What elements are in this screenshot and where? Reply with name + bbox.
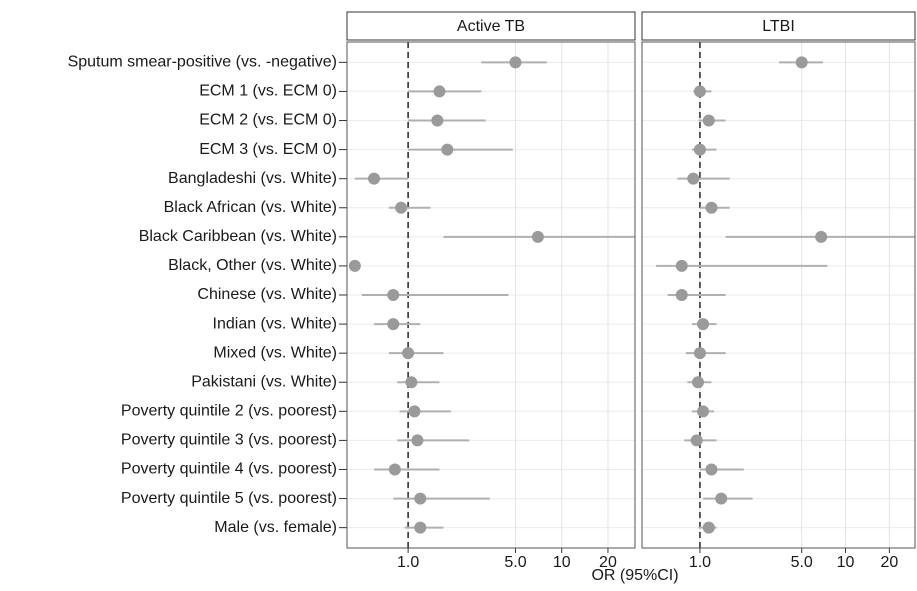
x-axis-label: OR (95%CI) — [591, 567, 678, 584]
x-tick-label: 1.0 — [689, 554, 711, 571]
point — [509, 56, 522, 69]
y-tick-label: Poverty quintile 2 (vs. poorest) — [121, 403, 337, 420]
point — [408, 405, 421, 418]
point — [702, 521, 715, 534]
y-tick-label: Black, Other (vs. White) — [168, 257, 337, 274]
y-tick-label: Mixed (vs. White) — [213, 344, 337, 361]
y-tick-label: Black African (vs. White) — [164, 199, 337, 216]
point — [693, 347, 706, 360]
point — [675, 259, 688, 272]
panel-title: Active TB — [457, 18, 525, 35]
y-tick-label: Poverty quintile 3 (vs. poorest) — [121, 432, 337, 449]
point — [405, 376, 418, 389]
point — [795, 56, 808, 69]
point — [702, 114, 715, 127]
point — [705, 201, 718, 214]
point — [705, 463, 718, 476]
y-tick-label: Poverty quintile 4 (vs. poorest) — [121, 461, 337, 478]
x-tick-label: 5.0 — [504, 554, 526, 571]
panel-border — [346, 41, 636, 549]
point — [411, 434, 424, 447]
x-tick-label: 20 — [599, 554, 617, 571]
point — [697, 405, 710, 418]
y-tick-label: ECM 3 (vs. ECM 0) — [199, 141, 337, 158]
point — [348, 259, 361, 272]
strip — [346, 11, 636, 41]
point — [693, 85, 706, 98]
point — [687, 172, 700, 185]
x-tick-label: 10 — [553, 554, 571, 571]
point — [402, 347, 415, 360]
point — [414, 492, 427, 505]
x-tick-label: 10 — [837, 554, 855, 571]
y-tick-label: Sputum smear-positive (vs. -negative) — [68, 54, 337, 71]
panel-title: LTBI — [762, 18, 795, 35]
point — [697, 318, 710, 331]
point — [387, 289, 400, 301]
point — [715, 492, 728, 505]
point — [388, 463, 401, 476]
strip — [641, 11, 916, 41]
x-tick-label: 5.0 — [791, 554, 813, 571]
point — [690, 434, 703, 447]
x-tick-label: 1.0 — [397, 554, 419, 571]
y-tick-label: Male (vs. female) — [214, 519, 337, 536]
point — [675, 289, 688, 301]
point — [441, 143, 454, 156]
y-tick-label: Indian (vs. White) — [213, 315, 337, 332]
y-tick-label: Black Caribbean (vs. White) — [139, 228, 337, 245]
point — [414, 521, 427, 534]
point — [433, 85, 446, 98]
y-tick-label: ECM 1 (vs. ECM 0) — [199, 83, 337, 100]
y-tick-label: Poverty quintile 5 (vs. poorest) — [121, 490, 337, 507]
point — [387, 318, 400, 331]
x-tick-label: 20 — [880, 554, 898, 571]
y-tick-label: ECM 2 (vs. ECM 0) — [199, 112, 337, 129]
y-tick-label: Chinese (vs. White) — [197, 286, 337, 303]
point — [395, 201, 408, 214]
point — [368, 172, 381, 185]
point — [815, 230, 828, 243]
point — [692, 376, 705, 389]
point — [693, 143, 706, 156]
y-tick-label: Pakistani (vs. White) — [191, 373, 337, 390]
point — [431, 114, 444, 127]
panel-border — [641, 41, 916, 549]
point — [531, 230, 544, 243]
y-tick-label: Bangladeshi (vs. White) — [168, 170, 337, 187]
